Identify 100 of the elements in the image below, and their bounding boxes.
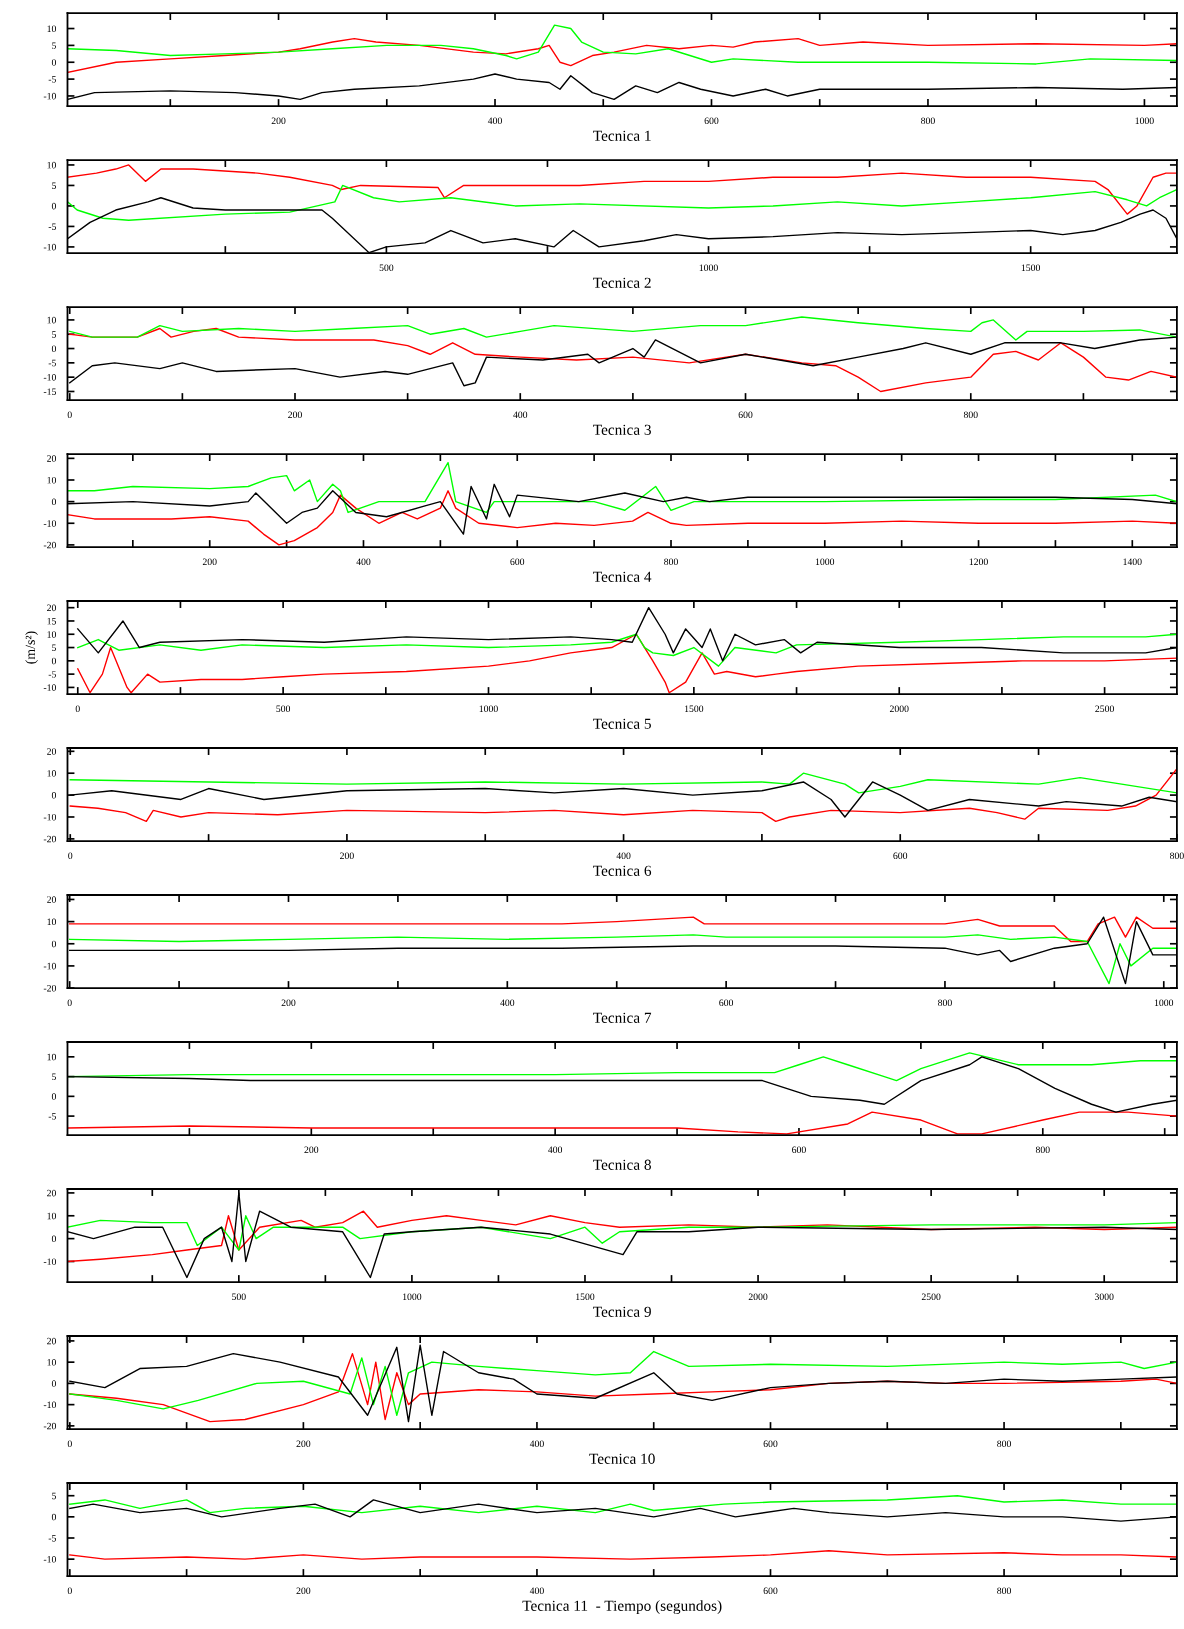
x-tick-label: 500 — [232, 1293, 246, 1301]
y-tick-label: 10 — [47, 1359, 57, 1366]
y-tick-label: -10 — [43, 243, 57, 251]
line-series — [77, 633, 1177, 667]
y-tick-label: 0 — [51, 498, 57, 506]
x-tick-label: 200 — [304, 1146, 319, 1154]
y-tick-label: 10 — [47, 918, 57, 926]
x-axis-title: Tecnica 6 — [593, 865, 652, 876]
y-tick-label: -20 — [43, 835, 57, 843]
x-tick-label: 800 — [921, 117, 935, 125]
x-tick-label: 400 — [513, 411, 528, 419]
y-tick-label: 0 — [51, 792, 57, 799]
x-tick-label: 0 — [67, 411, 72, 419]
x-tick-label: 500 — [276, 705, 291, 713]
line-series — [69, 316, 1177, 341]
x-axis-title: Tecnica 1 — [593, 130, 651, 141]
y-tick-label: -5 — [48, 1113, 56, 1120]
x-tick-label: 3000 — [1094, 1293, 1114, 1301]
x-tick-label: 1000 — [479, 705, 498, 713]
y-tick-label: -20 — [43, 984, 57, 992]
y-tick-label: 10 — [47, 476, 57, 484]
line-series — [69, 768, 1177, 823]
x-tick-label: 400 — [487, 117, 502, 125]
y-tick-label: 0 — [51, 59, 57, 66]
x-axis-title: Tecnica 5 — [593, 718, 651, 729]
x-tick-label: 400 — [548, 1146, 563, 1154]
x-tick-label: 800 — [938, 999, 952, 1007]
x-axis-title: Tecnica 4 — [593, 571, 652, 582]
y-tick-label: 20 — [47, 1189, 57, 1197]
x-tick-label: 200 — [296, 1440, 311, 1448]
x-tick-label: 200 — [288, 411, 302, 419]
x-tick-label: 1000 — [699, 264, 718, 272]
x-tick-label: 800 — [997, 1440, 1011, 1448]
y-tick-label: 10 — [47, 25, 57, 33]
line-series — [77, 633, 1177, 694]
line-series — [67, 37, 1177, 74]
x-axis-title: Tecnica 11 - Tiempo (segundos) — [522, 1600, 722, 1615]
x-axis-title: Tecnica 3 — [593, 424, 651, 435]
x-tick-label: 800 — [963, 411, 978, 419]
x-tick-label: 600 — [792, 1146, 806, 1154]
x-tick-label: 1500 — [576, 1293, 595, 1301]
y-tick-label: -15 — [43, 388, 56, 395]
line-series — [69, 772, 1177, 794]
x-tick-label: 1000 — [403, 1293, 422, 1301]
line-series — [67, 164, 1177, 215]
x-tick-label: 200 — [281, 999, 296, 1007]
line-series — [68, 934, 1177, 985]
x-tick-label: 0 — [67, 999, 72, 1007]
y-tick-label: 10 — [47, 316, 57, 324]
x-tick-label: 0 — [67, 1440, 72, 1448]
x-tick-label: 2000 — [748, 1293, 768, 1301]
y-tick-label: 5 — [52, 42, 56, 49]
x-tick-label: 1400 — [1123, 558, 1142, 566]
y-tick-label: -5 — [48, 359, 56, 367]
line-series — [67, 24, 1177, 65]
y-tick-label: -10 — [43, 1401, 57, 1409]
x-tick-label: 800 — [664, 558, 678, 566]
x-tick-label: 0 — [67, 1587, 72, 1595]
x-tick-label: 200 — [202, 558, 217, 566]
y-tick-label: -10 — [43, 92, 57, 100]
x-tick-label: 600 — [738, 411, 753, 419]
x-tick-label: 0 — [75, 705, 80, 713]
x-axis-title: Tecnica 7 — [593, 1012, 652, 1023]
x-tick-label: 1500 — [1021, 264, 1040, 272]
y-tick-label: 10 — [47, 161, 57, 169]
y-tick-label: 5 — [52, 1492, 56, 1500]
x-tick-label: 2500 — [921, 1293, 941, 1301]
x-tick-label: 800 — [1035, 1146, 1050, 1154]
x-tick-label: 200 — [271, 117, 286, 125]
y-tick-label: 0 — [51, 202, 57, 210]
x-tick-label: 2000 — [889, 705, 909, 713]
y-tick-label: 20 — [47, 455, 57, 462]
x-tick-label: 400 — [529, 1587, 544, 1595]
y-tick-label: 0 — [51, 940, 57, 948]
y-tick-label: 0 — [51, 1235, 57, 1243]
x-axis-title: Tecnica 2 — [593, 277, 651, 288]
y-tick-label: -5 — [48, 223, 56, 230]
x-axis-title: Tecnica 10 — [589, 1453, 655, 1464]
y-tick-label: 5 — [52, 1073, 56, 1081]
line-series — [68, 916, 1177, 943]
line-series — [67, 1192, 1177, 1279]
x-tick-label: 1000 — [1154, 999, 1174, 1007]
x-tick-label: 400 — [616, 852, 631, 860]
y-tick-label: -20 — [43, 541, 57, 549]
x-tick-label: 1200 — [969, 558, 988, 566]
y-tick-label: 0 — [51, 345, 57, 353]
y-tick-label: -5 — [48, 671, 56, 678]
x-tick-label: 200 — [296, 1587, 311, 1595]
y-tick-label: -10 — [43, 1258, 57, 1265]
y-tick-label: -10 — [43, 684, 57, 691]
x-tick-label: 600 — [763, 1587, 778, 1595]
line-series — [67, 184, 1177, 221]
x-tick-label: 600 — [704, 117, 719, 125]
x-tick-label: 2500 — [1095, 705, 1114, 713]
line-series — [69, 327, 1177, 393]
y-tick-label: 5 — [52, 331, 56, 338]
y-tick-label: -10 — [43, 520, 57, 527]
x-tick-label: 0 — [68, 852, 73, 860]
line-series — [69, 1549, 1177, 1560]
x-tick-label: 1000 — [815, 558, 835, 566]
